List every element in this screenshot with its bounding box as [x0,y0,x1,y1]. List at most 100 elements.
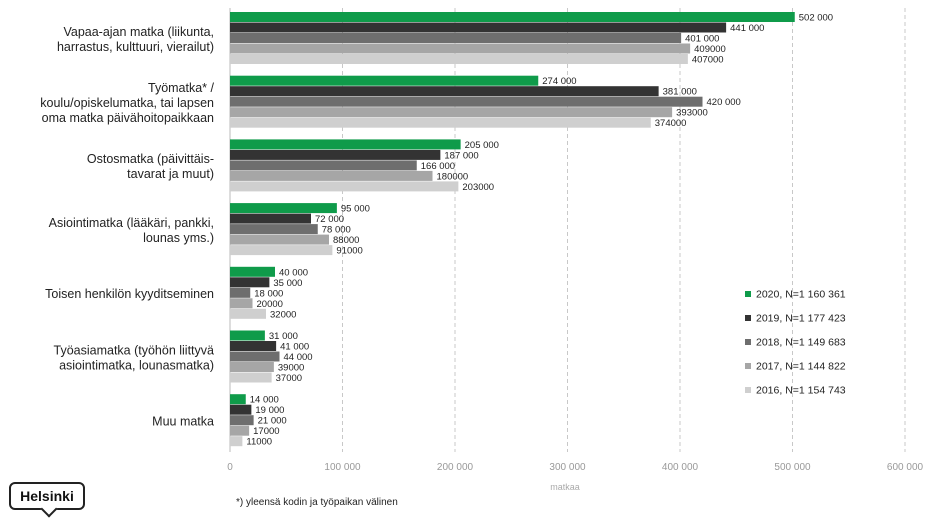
data-label: 393000 [676,108,708,119]
category-label: koulu/opiskelumatka, tai lapsen [40,96,214,110]
legend-label: 2019, N=1 177 423 [756,313,846,325]
bar [230,308,266,319]
bar [230,224,318,235]
bar [230,394,246,405]
data-label: 409000 [694,44,726,55]
data-label: 381 000 [663,87,697,98]
logo-text: Helsinki [20,488,74,504]
legend-label: 2017, N=1 144 822 [756,361,846,373]
x-tick-label: 100 000 [324,462,361,473]
data-label: 32000 [270,309,296,320]
data-label: 95 000 [341,204,370,215]
x-axis-title: matkaa [550,482,580,492]
bar [230,362,274,372]
category-label: Vapaa-ajan matka (liikunta, [63,25,214,39]
bar [230,43,691,54]
bar [230,351,280,362]
legend-swatch [745,363,751,369]
x-tick-label: 500 000 [774,462,811,473]
legend-label: 2018, N=1 149 683 [756,337,846,349]
category-label: harrastus, kulttuuri, vierailut) [57,40,214,54]
category-label: Ostosmatka (päivittäis- [87,152,214,166]
category-label: Toisen henkilön kyyditseminen [45,287,214,301]
data-label: 17000 [253,426,279,437]
legend-swatch [745,315,751,321]
data-label: 205 000 [465,140,499,151]
bar [230,425,250,436]
bar [230,404,252,415]
legend-swatch [745,339,751,345]
data-label: 88000 [333,235,359,246]
data-label: 374000 [655,118,687,129]
data-label: 11000 [246,437,272,448]
bar [230,415,254,426]
legend-label: 2016, N=1 154 743 [756,385,846,397]
bar [230,12,795,22]
bar [230,54,688,64]
data-label: 203000 [462,182,494,193]
bar [230,330,265,341]
bar [230,96,703,107]
bar [230,287,251,298]
data-label: 19 000 [255,405,284,416]
x-tick-label: 0 [227,462,233,473]
data-label: 37000 [276,373,302,384]
category-label: lounas yms.) [143,231,214,245]
data-label: 187 000 [444,150,478,161]
data-label: 41 000 [280,342,309,353]
bar [230,277,270,288]
bar [230,22,727,33]
x-tick-label: 300 000 [549,462,586,473]
data-label: 14 000 [250,395,279,406]
data-label: 35 000 [273,278,302,289]
x-tick-label: 600 000 [887,462,924,473]
bar [230,266,275,277]
data-label: 31 000 [269,331,298,342]
bar [230,117,651,128]
legend-label: 2020, N=1 160 361 [756,289,846,301]
data-label: 407000 [692,55,724,66]
data-label: 502 000 [799,13,833,24]
data-label: 91000 [336,246,362,257]
helsinki-logo: Helsinki [9,482,85,510]
data-label: 401 000 [685,34,719,45]
bar [230,298,253,309]
bar [230,245,333,256]
x-tick-label: 400 000 [662,462,699,473]
data-label: 180000 [437,171,469,182]
category-label: oma matka päivähoitopaikkaan [42,111,214,125]
data-label: 166 000 [421,161,455,172]
bar [230,203,337,214]
bar [230,107,673,118]
footnote: *) yleensä kodin ja työpaikan välinen [236,497,398,508]
bar [230,149,441,160]
bar [230,139,461,150]
category-label: Työmatka* / [148,81,215,95]
category-label: tavarat ja muut) [127,167,214,181]
x-tick-label: 200 000 [437,462,474,473]
category-label: Asiointimatka (lääkäri, pankki, [49,216,214,230]
category-label: Työasiamatka (työhön liittyvä [54,343,215,357]
data-label: 21 000 [258,416,287,427]
data-label: 420 000 [707,97,741,108]
bar [230,33,682,43]
data-label: 20000 [257,299,283,310]
data-label: 40 000 [279,267,308,278]
data-label: 441 000 [730,23,764,34]
bar [230,181,459,192]
category-label: asiointimatka, lounasmatka) [59,358,214,372]
bar [230,436,243,447]
legend-swatch [745,387,751,393]
data-label: 18 000 [254,288,283,299]
data-label: 78 000 [322,225,351,236]
data-label: 72 000 [315,214,344,225]
data-label: 44 000 [284,352,313,363]
bar [230,234,329,245]
data-label: 39000 [278,363,304,374]
bar [230,341,277,351]
data-label: 274 000 [542,76,576,87]
category-label: Muu matka [152,414,214,428]
bar [230,170,433,181]
bar [230,75,539,86]
bar [230,372,272,383]
